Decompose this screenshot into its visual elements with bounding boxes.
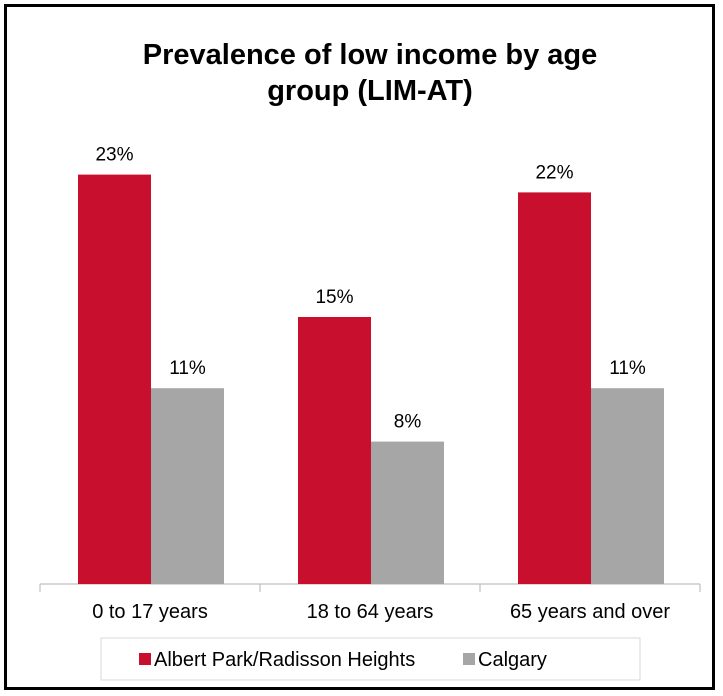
bar-albert-park-1 bbox=[298, 317, 371, 584]
legend-label: Calgary bbox=[478, 649, 547, 671]
plot-area: 23% 15% 22% 11% 8% 11% 0 to 17 years 18 to 64 y… bbox=[39, 145, 701, 623]
legend-swatch bbox=[463, 653, 475, 665]
chart-title-line-1: Prevalence of low income by age bbox=[143, 39, 598, 71]
data-label: 23% bbox=[95, 145, 133, 166]
bar-calgary-1 bbox=[371, 441, 444, 584]
bar-calgary-2 bbox=[591, 388, 664, 584]
bar-calgary-0 bbox=[151, 388, 224, 584]
category-label: 0 to 17 years bbox=[92, 601, 208, 623]
bar-albert-park-2 bbox=[518, 192, 591, 584]
bar-albert-park-0 bbox=[78, 174, 151, 584]
legend-swatch bbox=[139, 653, 151, 665]
data-label: 8% bbox=[394, 412, 422, 433]
chart-title-line-2: group (LIM-AT) bbox=[267, 75, 473, 107]
data-label: 11% bbox=[609, 358, 646, 379]
legend: Albert Park/Radisson Heights Calgary bbox=[100, 637, 641, 681]
data-label: 11% bbox=[169, 358, 206, 379]
legend-box bbox=[100, 637, 641, 681]
data-label: 15% bbox=[315, 287, 353, 308]
legend-label: Albert Park/Radisson Heights bbox=[154, 649, 415, 671]
category-label: 65 years and over bbox=[510, 601, 670, 623]
data-label: 22% bbox=[535, 162, 573, 183]
category-label: 18 to 64 years bbox=[307, 601, 434, 623]
